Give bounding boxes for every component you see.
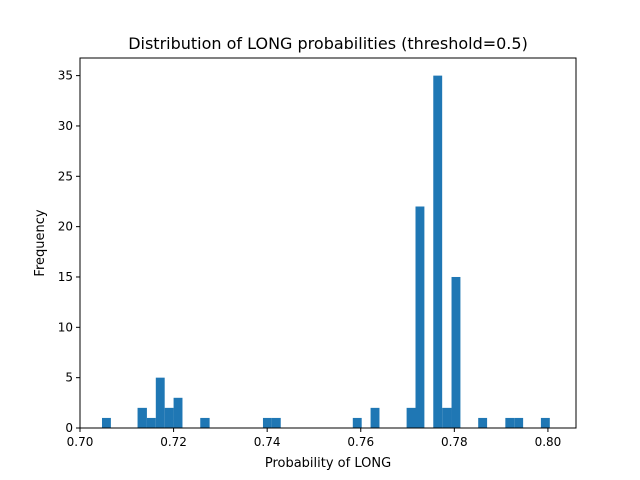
histogram-bar bbox=[406, 407, 416, 428]
histogram-bar bbox=[415, 206, 425, 428]
histogram-bar bbox=[271, 417, 281, 428]
y-axis: 0 5 10 15 20 25 30 35 bbox=[58, 69, 80, 435]
x-tick-label: 0.80 bbox=[535, 435, 562, 449]
histogram-bar bbox=[370, 407, 380, 428]
histogram-bar bbox=[137, 407, 147, 428]
y-tick-label: 15 bbox=[58, 270, 73, 284]
histogram-bar bbox=[451, 276, 461, 428]
histogram-bar bbox=[442, 407, 452, 428]
y-tick-label: 35 bbox=[58, 69, 73, 83]
histogram-bar bbox=[155, 377, 165, 428]
histogram-bar bbox=[505, 417, 515, 428]
histogram-bar bbox=[146, 417, 156, 428]
bars-group bbox=[101, 75, 550, 429]
y-tick-label: 0 bbox=[65, 421, 73, 435]
y-tick-label: 20 bbox=[58, 220, 73, 234]
y-tick-label: 5 bbox=[65, 371, 73, 385]
x-tick-label: 0.78 bbox=[441, 435, 468, 449]
histogram-bar bbox=[164, 407, 174, 428]
x-tick-label: 0.72 bbox=[160, 435, 187, 449]
x-axis: 0.70 0.72 0.74 0.76 0.78 0.80 bbox=[67, 428, 562, 449]
histogram-bar bbox=[514, 417, 524, 428]
x-tick-label: 0.70 bbox=[67, 435, 94, 449]
histogram-bar bbox=[262, 417, 272, 428]
histogram-bar bbox=[101, 417, 111, 428]
y-axis-label: Frequency bbox=[33, 209, 48, 276]
chart-title: Distribution of LONG probabilities (thre… bbox=[128, 34, 528, 53]
plot-frame bbox=[79, 57, 577, 429]
histogram-bar bbox=[540, 417, 550, 428]
x-tick-label: 0.76 bbox=[347, 435, 374, 449]
histogram-bar bbox=[433, 75, 443, 429]
x-axis-label: Probability of LONG bbox=[265, 456, 391, 471]
histogram-bar bbox=[200, 417, 210, 428]
histogram-bar bbox=[352, 417, 362, 428]
y-tick-label: 30 bbox=[58, 119, 73, 133]
histogram-bar bbox=[478, 417, 488, 428]
histogram-bar bbox=[173, 397, 183, 428]
y-tick-label: 10 bbox=[58, 320, 73, 334]
y-tick-label: 25 bbox=[58, 169, 73, 183]
x-tick-label: 0.74 bbox=[254, 435, 281, 449]
